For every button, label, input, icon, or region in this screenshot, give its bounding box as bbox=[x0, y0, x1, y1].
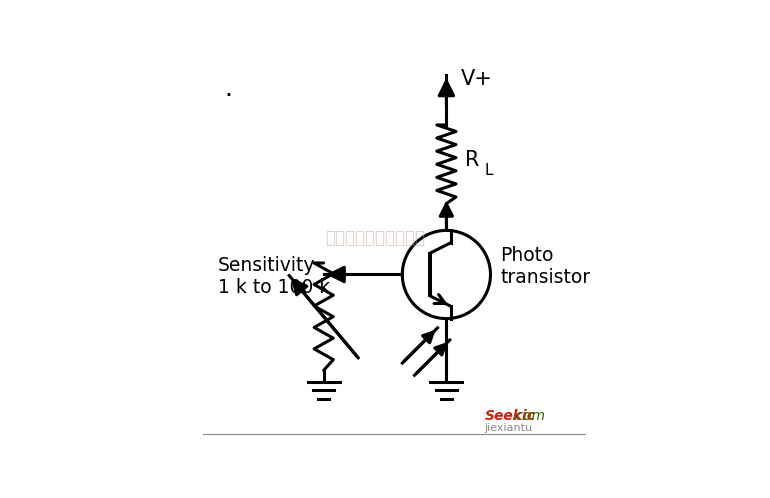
Text: L: L bbox=[485, 162, 494, 177]
Text: .: . bbox=[224, 77, 232, 101]
Text: .com: .com bbox=[511, 409, 546, 423]
Text: Seekic: Seekic bbox=[485, 409, 536, 423]
Text: R: R bbox=[465, 150, 479, 170]
Text: jiexiantu: jiexiantu bbox=[485, 423, 533, 433]
Text: Sensitivity
1 k to 100 k: Sensitivity 1 k to 100 k bbox=[218, 256, 330, 297]
Text: V+: V+ bbox=[461, 69, 493, 89]
Text: Photo
transistor: Photo transistor bbox=[500, 247, 590, 287]
Text: 杭州将睷科技有限公司: 杭州将睷科技有限公司 bbox=[326, 229, 426, 247]
